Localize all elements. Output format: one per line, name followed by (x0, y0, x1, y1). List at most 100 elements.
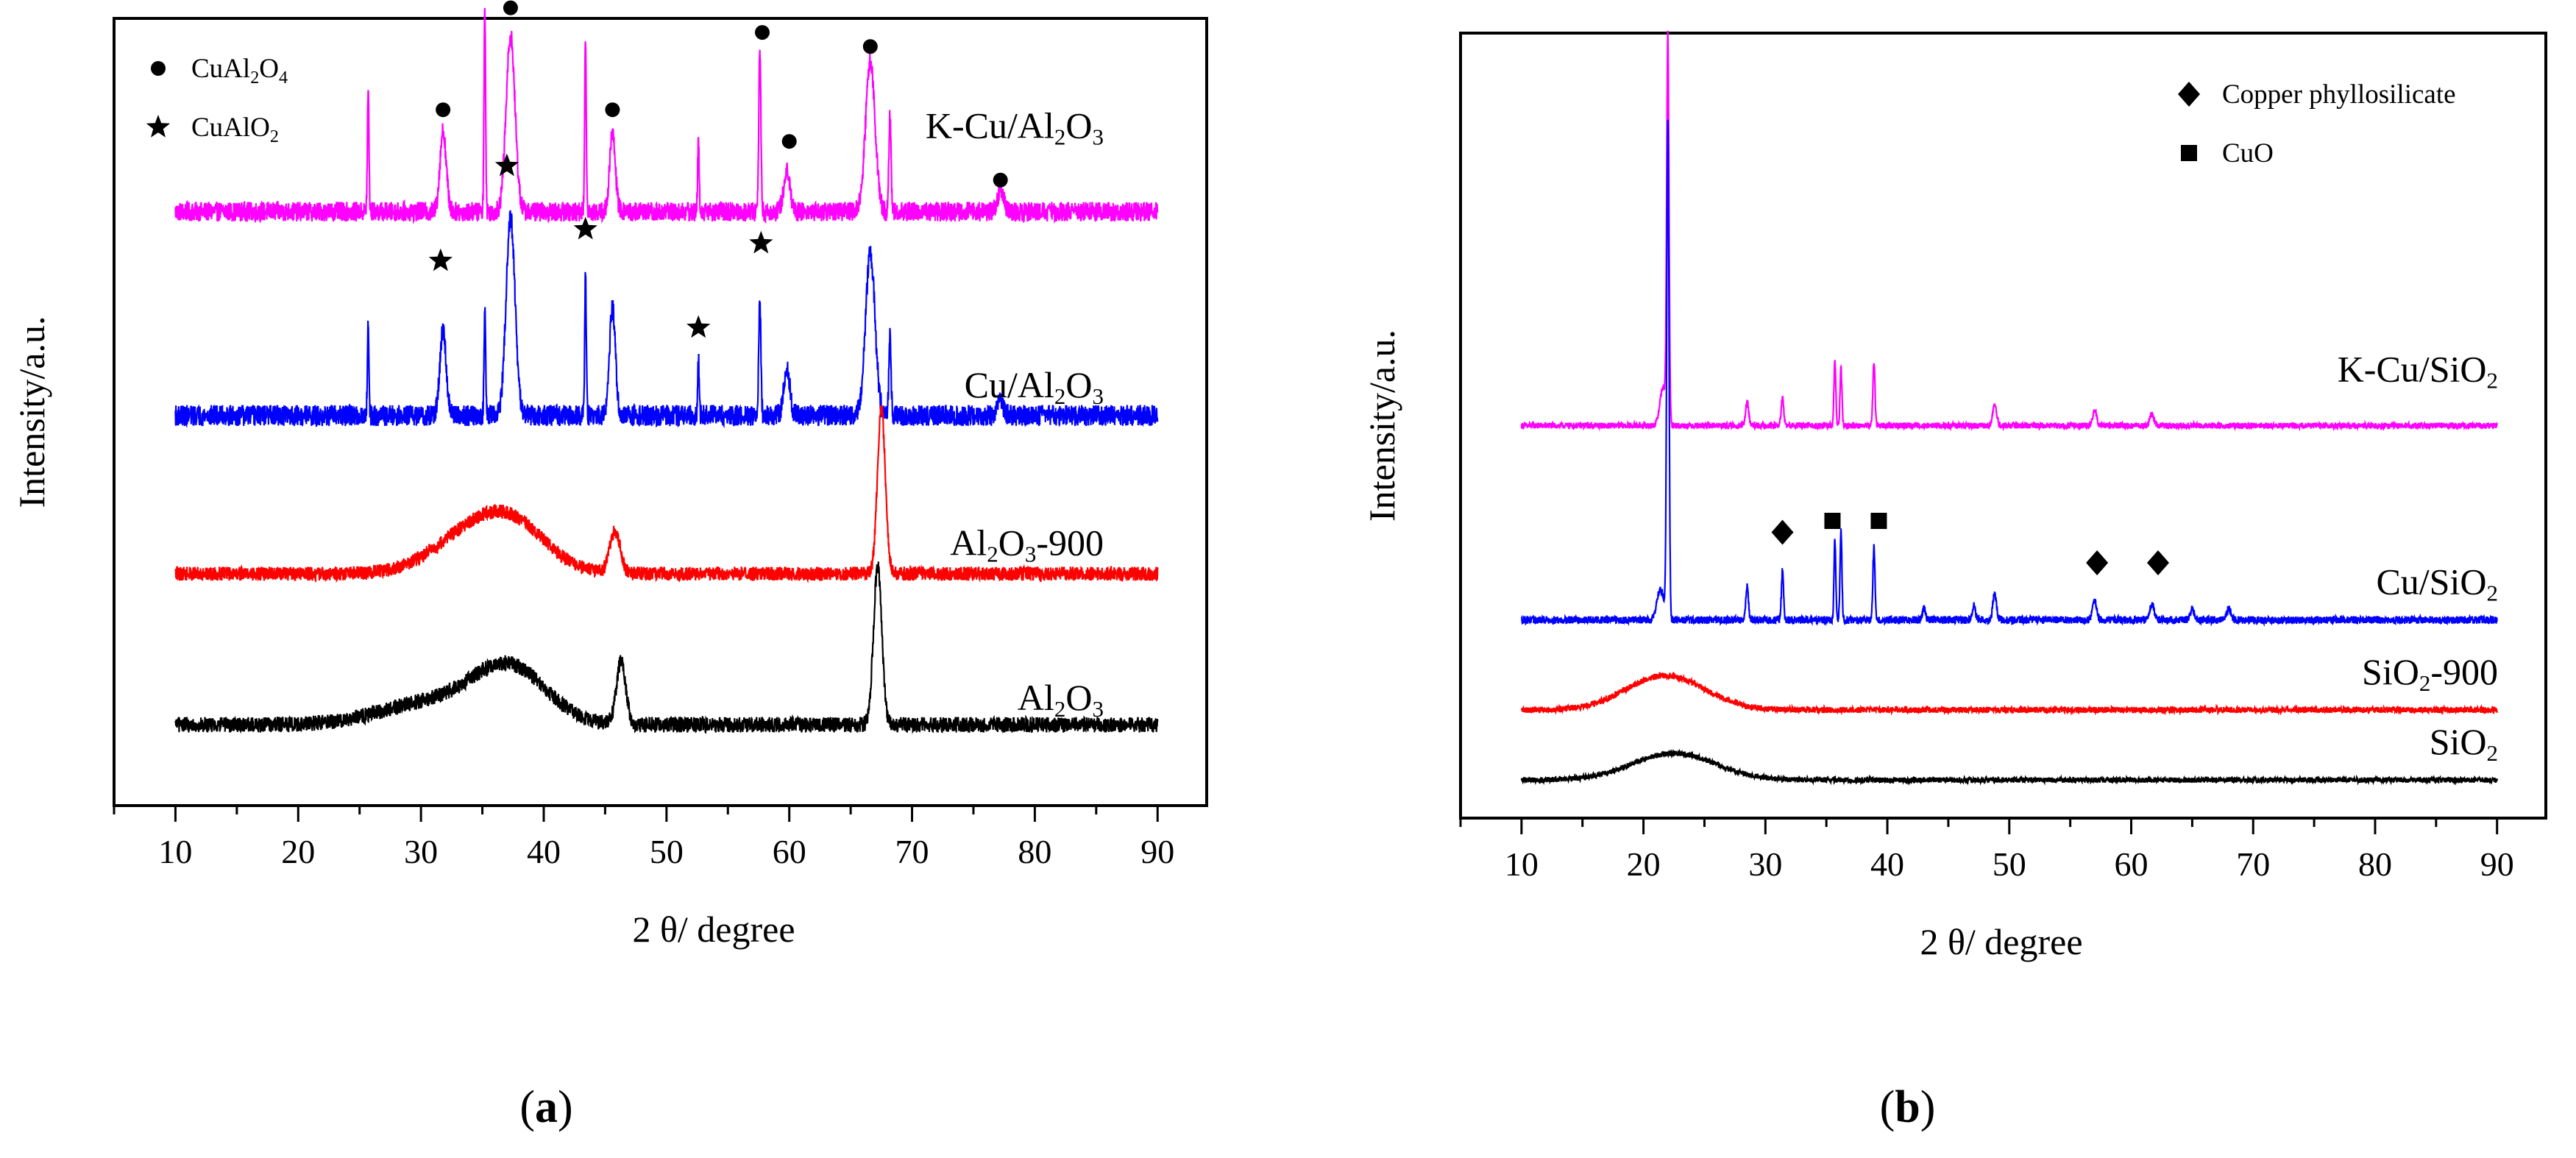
legend-marker-diamond (2178, 82, 2200, 107)
panel-label-close: ) (558, 1082, 573, 1132)
panel-a: 10 20 30 40 50 60 70 80 90 2 θ/ degree Intensity/a… (11, 7, 1208, 950)
x-tick-label: 40 (1870, 845, 1904, 883)
series-label-part: O (998, 522, 1025, 564)
y-axis-title: Intensity/a.u. (11, 316, 52, 508)
series-label-part: 2 (1054, 383, 1066, 409)
series-line-sio2-900 (1520, 671, 2498, 716)
series-label: SiO2 (2430, 721, 2498, 766)
series-label-part: O (1065, 677, 1092, 718)
legend-label-part: CuAlO (191, 113, 270, 143)
peak-marker-circle (436, 102, 451, 118)
x-tick-label: 20 (281, 833, 315, 870)
panel-label: (b) (1880, 1082, 1936, 1132)
series-label-part: 2 (2419, 670, 2431, 696)
series-line-sio2 (1520, 748, 2498, 786)
series-label-part: K-Cu/SiO (2338, 349, 2487, 390)
x-tick-label: 10 (158, 833, 192, 870)
peak-marker-square (1824, 512, 1841, 529)
x-tick-label: 10 (1505, 845, 1539, 883)
series-label-part: 2 (2487, 368, 2499, 394)
x-tick-label: 60 (2115, 845, 2149, 883)
peak-marker-circle (605, 102, 620, 118)
series-line-cu-al2o3 (174, 210, 1159, 429)
panel-label: (a) (519, 1082, 572, 1132)
x-tick-label: 30 (404, 833, 438, 870)
series-label: Cu/Al2O3 (965, 364, 1104, 409)
series-label-part: 3 (1093, 383, 1104, 409)
peak-marker-star (573, 216, 597, 240)
peak-marker-square (1870, 512, 1887, 529)
series-line-k-cu-sio2 (1520, 30, 2498, 432)
peak-marker-circle (862, 39, 878, 54)
plot-frame (113, 17, 1208, 807)
panel-b: 10 20 30 40 50 60 70 80 90 2 θ/ degree Intensity/a… (1361, 30, 2547, 962)
x-axis-title: 2 θ/ degree (632, 909, 795, 950)
x-axis-title: 2 θ/ degree (1920, 921, 2082, 962)
x-tick-label: 40 (527, 833, 561, 870)
legend-marker-star (146, 115, 171, 138)
series-label-part: 2 (1054, 124, 1066, 150)
legend-label-part: O (259, 54, 279, 84)
legend-label-part: CuAl (191, 54, 250, 84)
legend-label-part: Copper phyllosilicate (2222, 79, 2456, 110)
panel-label-letter: a (535, 1082, 558, 1132)
x-tick-label: 30 (1748, 845, 1782, 883)
series-label-part: SiO (2430, 721, 2487, 762)
legend-label: CuAl2O4 (191, 54, 288, 88)
legend-label-part: 2 (270, 127, 279, 146)
series-label-part: 2 (987, 541, 998, 567)
series-label-part: O (1065, 364, 1092, 405)
legend-label-part: 4 (279, 68, 288, 88)
peak-marker-star (428, 248, 453, 271)
legend-marker-circle (151, 61, 166, 76)
series-label-part: Al (950, 522, 987, 564)
peak-marker-star (749, 230, 773, 254)
series-label: Al2O3-900 (950, 522, 1104, 567)
series-label-part: 2 (1054, 696, 1066, 722)
series-label: Cu/SiO2 (2376, 561, 2498, 606)
series-label-part: SiO (2362, 651, 2419, 692)
panel-label-open: ( (1880, 1082, 1895, 1132)
series-label-part: 2 (2487, 740, 2499, 766)
x-tick-label: 90 (1140, 833, 1174, 870)
series-label: SiO2-900 (2362, 651, 2498, 696)
x-tick-label: 80 (1018, 833, 1051, 870)
panel-label-letter: b (1895, 1082, 1920, 1132)
series-label-part: O (1065, 105, 1092, 146)
series-label-part: 2 (2487, 580, 2499, 606)
peak-marker-circle (781, 134, 797, 149)
series-label: Al2O3 (1018, 677, 1104, 722)
series-label-part: Cu/SiO (2376, 561, 2486, 603)
series-line-al2o3 (174, 561, 1159, 734)
legend-label-part: CuO (2222, 138, 2274, 168)
x-tick-label: 70 (2236, 845, 2270, 883)
legend-label: CuO (2222, 138, 2274, 168)
panel-label-close: ) (1920, 1082, 1936, 1132)
peak-marker-circle (503, 0, 518, 15)
peak-marker-circle (754, 25, 770, 40)
series-label: K-Cu/Al2O3 (926, 105, 1104, 150)
peak-marker-diamond (1771, 519, 1794, 545)
x-tick-label: 80 (2358, 845, 2392, 883)
series-label-part: Cu/Al (965, 364, 1054, 405)
legend-label: Copper phyllosilicate (2222, 79, 2456, 110)
x-tick-label: 60 (773, 833, 806, 870)
series-label: K-Cu/SiO2 (2338, 349, 2498, 394)
series-label-part: 3 (1093, 696, 1104, 722)
legend-marker-square (2181, 145, 2197, 161)
series-label-part: Al (1018, 677, 1054, 718)
peak-marker-diamond (2086, 550, 2109, 575)
series-label-part: -900 (2430, 651, 2498, 692)
peak-marker-circle (993, 172, 1008, 188)
legend-label: CuAlO2 (191, 113, 279, 146)
series-line-k-cu-al2o3 (174, 7, 1159, 224)
peak-marker-diamond (2146, 550, 2169, 575)
series-label-part: 3 (1093, 124, 1104, 150)
panel-label-open: ( (519, 1082, 535, 1132)
peak-marker-star (494, 153, 519, 177)
legend-label-part: 2 (250, 68, 259, 88)
series-label-part: -900 (1036, 522, 1104, 564)
x-tick-label: 70 (895, 833, 929, 870)
series-line-al2o3-900 (174, 405, 1159, 583)
